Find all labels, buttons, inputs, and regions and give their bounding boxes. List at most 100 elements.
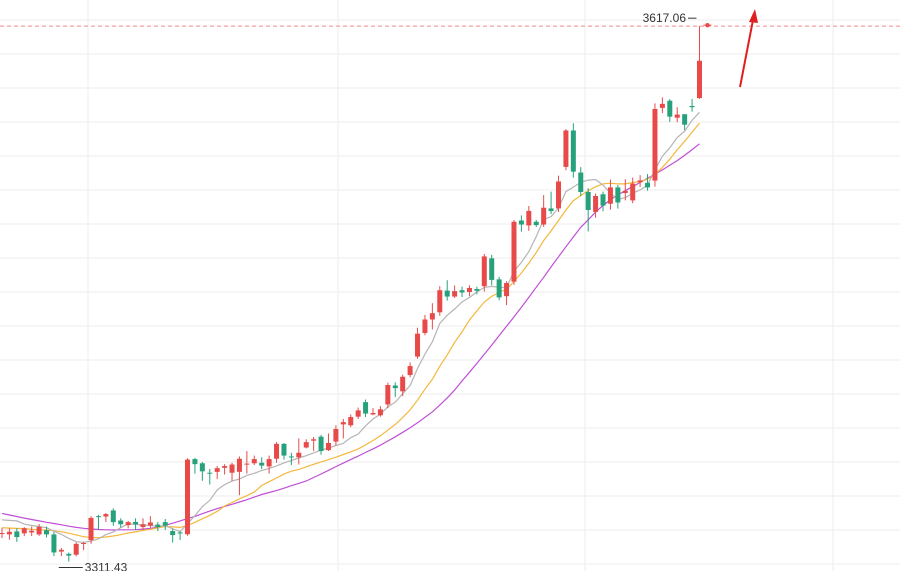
candle [407,362,413,378]
candle [659,97,665,114]
candle [400,374,406,397]
candle-body [696,60,702,99]
candle-body [66,553,72,556]
candle-body [459,290,465,293]
candle-body [570,130,576,172]
candle-body [481,256,487,287]
candle [481,253,487,292]
candle [81,541,87,551]
candle-body [340,422,346,425]
candle-body [466,287,472,292]
candle-body [474,289,480,291]
candle-body [556,181,561,209]
candle-body [296,452,302,458]
candle-body [452,291,458,297]
candle-body [81,542,87,544]
candle-body [170,531,176,536]
candle [140,518,146,531]
ma20-line [1,143,700,531]
candle-body [14,531,20,538]
candle [340,418,346,439]
candle [155,522,161,532]
candle-body [44,530,50,535]
ma20-layer [1,143,700,531]
candle [103,513,109,522]
candles-layer [0,26,702,562]
candle [318,434,324,455]
candle-body [429,313,435,320]
candle-body [630,183,636,201]
candle-body [318,436,324,452]
candle [593,193,599,218]
candle-body [667,100,673,117]
candle-body [214,468,220,472]
ma5-layer [1,111,700,543]
candle [392,382,398,398]
candle [185,458,190,536]
candle [333,425,339,446]
candle-body [288,456,294,458]
candle [125,520,131,529]
candle [73,542,79,557]
candle-body [600,194,606,206]
candle [563,129,569,171]
candle [0,527,5,539]
candle [303,439,309,449]
candle [236,456,242,496]
candle-body [593,195,599,212]
candle-body [51,534,57,553]
candle-body [563,130,569,167]
candle-body [88,517,94,541]
candle-body [155,524,161,528]
candle-body [177,532,183,534]
candle-body [400,376,406,392]
candle-body [259,462,265,466]
candle [578,167,584,196]
candle [29,526,35,536]
candle [281,442,287,460]
candle-body [355,410,361,417]
candle [199,461,205,481]
candle-body [585,191,591,211]
candle-body [689,105,695,108]
candle [110,508,116,526]
candle-body [548,208,554,212]
candle-body [199,463,205,472]
candle-body [333,428,339,442]
candle-body [229,464,235,473]
candle-body [103,514,109,517]
candle-body [140,524,146,528]
candle-body [392,385,398,389]
candle [637,175,643,187]
candle-body [266,459,272,467]
candle [511,219,517,285]
candle [585,188,591,232]
candle [533,219,539,227]
candle [415,327,421,359]
candle [466,285,472,297]
candle [556,175,561,212]
candle-body [437,290,443,313]
candle [348,414,354,428]
candle [622,179,628,201]
candle [452,285,458,298]
candle [51,531,57,557]
candle [682,114,688,131]
candle [518,215,524,232]
candle-body [125,522,131,526]
candle [274,442,280,463]
candle [570,123,576,178]
trend-arrow-shaft [739,19,754,88]
candle-body [73,543,79,555]
candle-body [659,103,665,108]
candle [496,276,502,301]
candle-body [518,220,524,225]
candle [444,280,450,301]
candle-body [444,290,450,297]
candle-body [21,528,27,534]
candle [259,457,265,470]
candle [429,303,435,330]
candle-body [0,532,5,534]
candle [355,407,361,419]
candle [36,524,42,536]
